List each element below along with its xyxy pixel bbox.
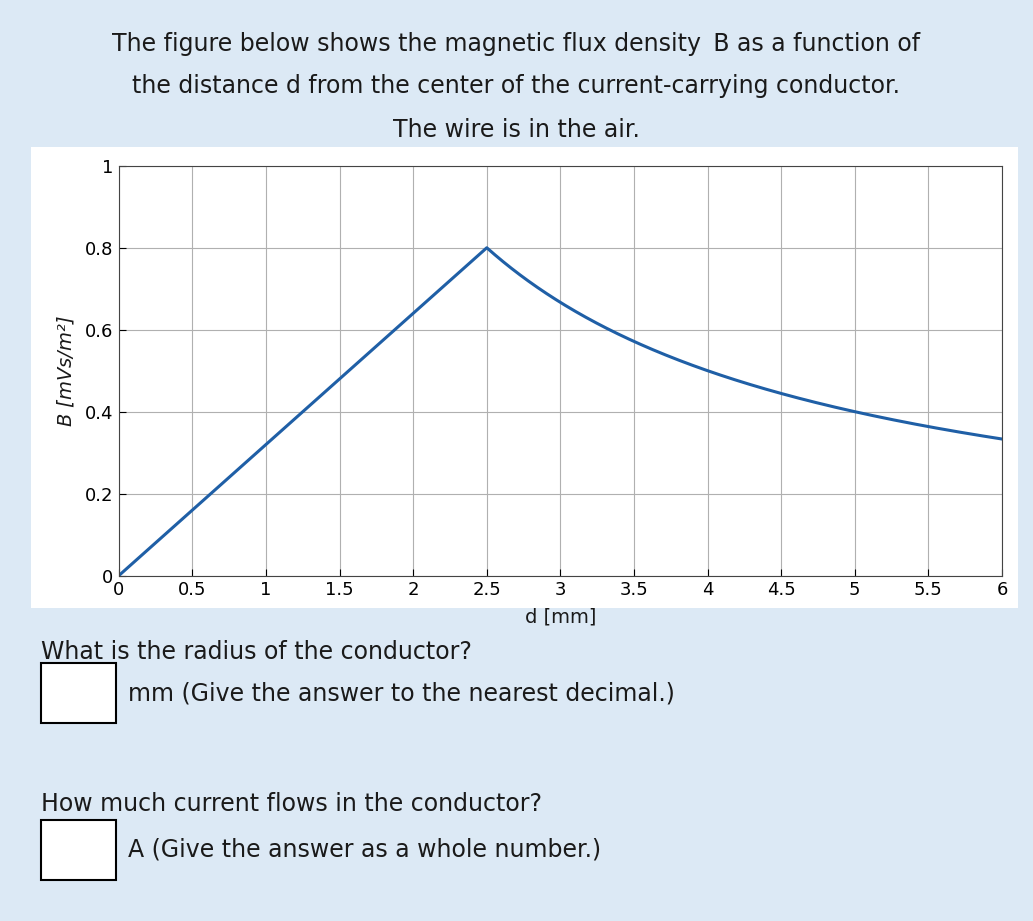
Text: What is the radius of the conductor?: What is the radius of the conductor? bbox=[41, 640, 472, 664]
Text: mm (Give the answer to the nearest decimal.): mm (Give the answer to the nearest decim… bbox=[128, 681, 675, 705]
Text: the distance d from the center of the current-carrying conductor.: the distance d from the center of the cu… bbox=[132, 74, 901, 98]
Text: The wire is in the air.: The wire is in the air. bbox=[394, 118, 639, 142]
Y-axis label: $B$ [mVs/m²]: $B$ [mVs/m²] bbox=[56, 315, 76, 426]
Text: A (Give the answer as a whole number.): A (Give the answer as a whole number.) bbox=[128, 837, 601, 862]
X-axis label: d [mm]: d [mm] bbox=[525, 608, 596, 626]
Text: The figure below shows the magnetic flux density  B as a function of: The figure below shows the magnetic flux… bbox=[113, 32, 920, 56]
Text: How much current flows in the conductor?: How much current flows in the conductor? bbox=[41, 792, 542, 816]
